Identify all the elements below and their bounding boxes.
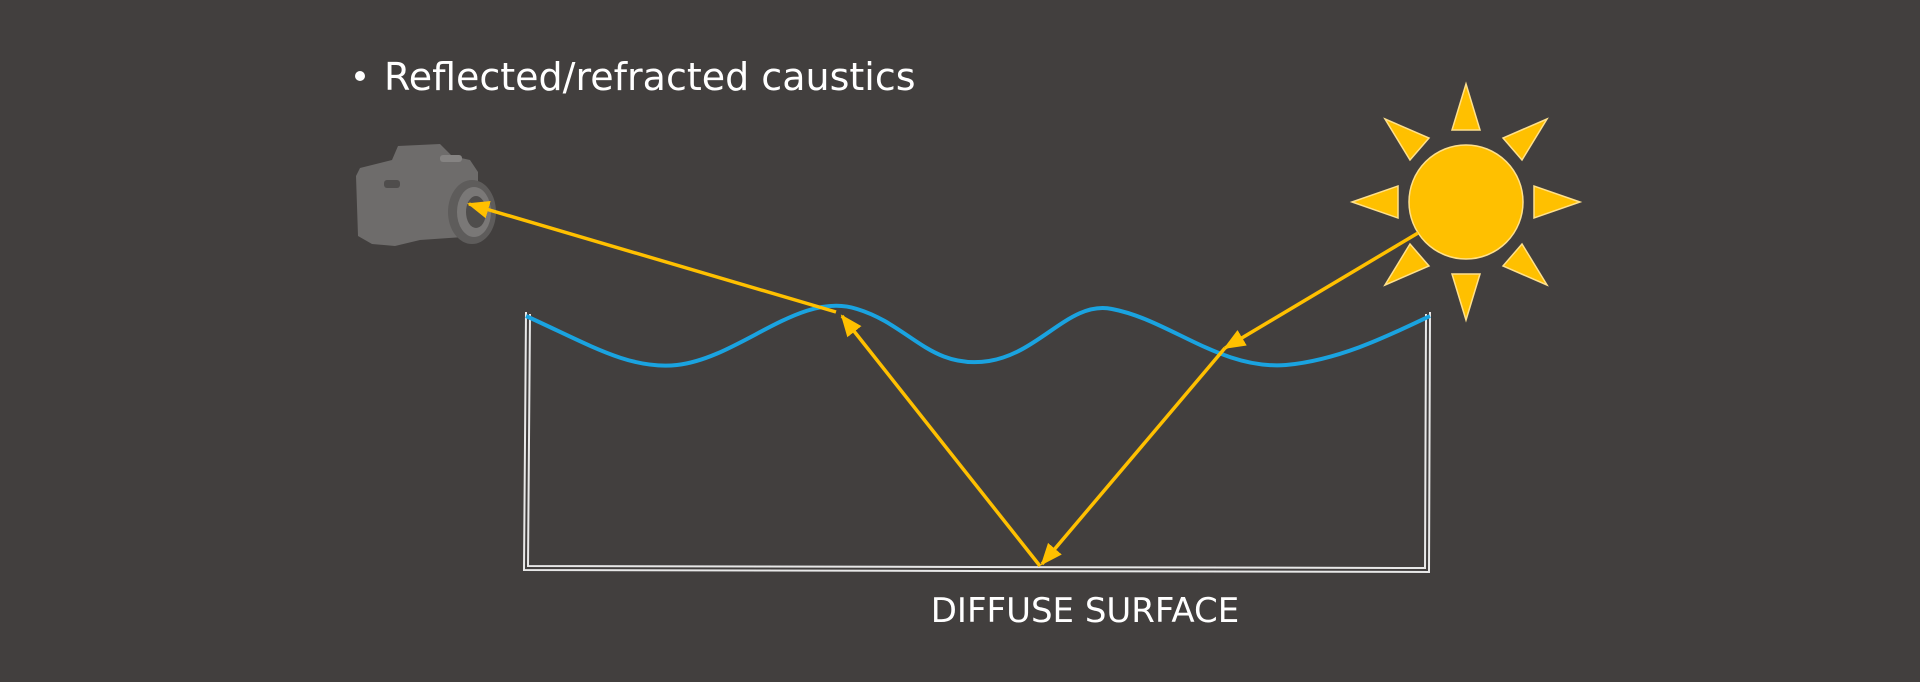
- bullet-dot: [355, 71, 365, 81]
- sun-icon: [1349, 81, 1583, 323]
- surface-label: DIFFUSE SURFACE: [931, 591, 1240, 631]
- light-rays: [467, 201, 1419, 568]
- bullet-text: Reflected/refracted caustics: [384, 55, 916, 99]
- water-surface: [525, 303, 1431, 368]
- container: [522, 311, 1431, 574]
- camera-icon: [356, 144, 496, 246]
